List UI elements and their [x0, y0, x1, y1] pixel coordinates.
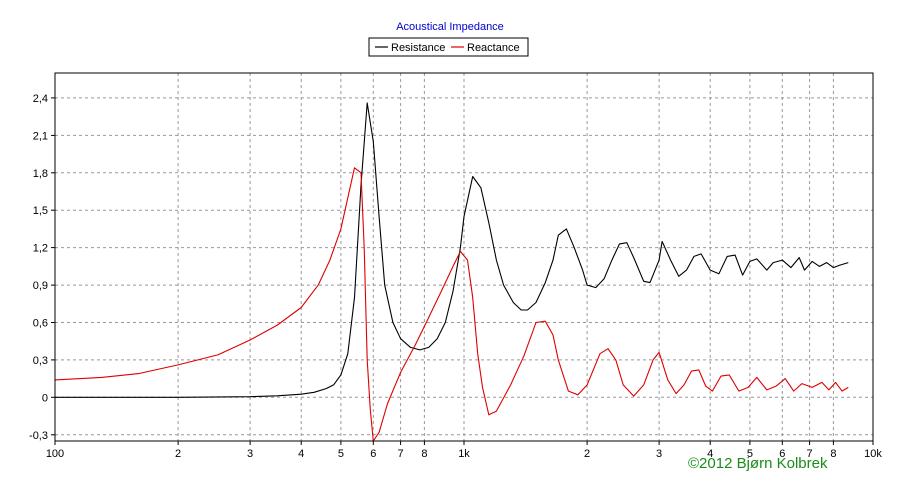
series-lines — [54, 102, 849, 442]
x-tick-label: 8 — [421, 448, 427, 460]
y-tick-label: 1,2 — [33, 243, 48, 255]
x-tick-label: 5 — [747, 448, 753, 460]
y-tick-label: 1,5 — [33, 205, 48, 217]
x-tick-label: 6 — [370, 448, 376, 460]
y-tick-label: 2,4 — [33, 93, 48, 105]
y-tick-label: 0,6 — [33, 318, 48, 330]
x-tick-label: 2 — [175, 448, 181, 460]
x-tick-label: 5 — [338, 448, 344, 460]
legend-label-resistance: Resistance — [391, 42, 445, 54]
legend: Resistance Reactance — [368, 37, 529, 57]
x-tick-label: 4 — [298, 448, 304, 460]
x-axis-ticks: 100 2 3 4 5 6 7 8 1k 2 3 4 5 6 7 8 10k — [46, 441, 882, 460]
y-tick-label: 0,9 — [33, 280, 48, 292]
x-tick-label: 7 — [398, 448, 404, 460]
y-tick-label: 0,3 — [33, 355, 48, 367]
x-tick-label: 8 — [830, 448, 836, 460]
y-tick-label: 2,1 — [33, 130, 48, 142]
x-tick-label: 3 — [247, 448, 253, 460]
x-tick-label: 3 — [656, 448, 662, 460]
x-tick-label: 7 — [807, 448, 813, 460]
x-tick-label: 1k — [458, 448, 470, 460]
chart-title: Acoustical Impedance — [396, 21, 504, 33]
legend-label-reactance: Reactance — [467, 42, 520, 54]
gridlines — [55, 73, 873, 441]
series-line-resistance — [55, 102, 849, 398]
legend-box — [368, 37, 529, 57]
y-tick-label: 0 — [42, 392, 48, 404]
x-tick-label: 10k — [864, 448, 882, 460]
copyright-text: ©2012 Bjørn Kolbrek — [688, 455, 828, 472]
x-tick-label: 4 — [707, 448, 713, 460]
y-tick-label: 1,8 — [33, 168, 48, 180]
x-tick-label: 6 — [779, 448, 785, 460]
x-tick-label: 100 — [46, 448, 64, 460]
series-line-reactance — [54, 167, 849, 442]
y-tick-label: -0,3 — [29, 430, 48, 442]
y-axis-ticks: 2,4 2,1 1,8 1,5 1,2 0,9 0,6 0,3 0 -0,3 — [29, 93, 55, 442]
x-tick-label: 2 — [584, 448, 590, 460]
